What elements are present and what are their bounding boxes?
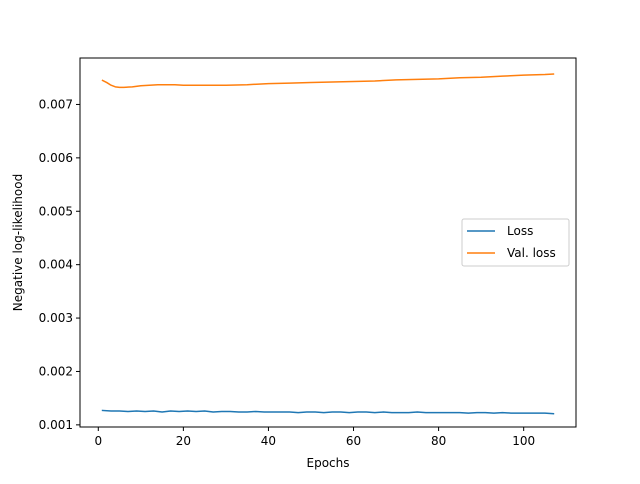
y-axis-ticks: 0.001 0.002 0.003 0.004 0.005 0.006 0.007 — [39, 97, 80, 432]
legend-label-loss: Loss — [507, 224, 533, 238]
y-tick-label: 0.005 — [39, 204, 73, 218]
series-line-loss — [101, 409, 555, 415]
series-layer — [101, 73, 555, 415]
y-axis-label: Negative log-likelihood — [11, 174, 25, 311]
y-tick-label: 0.003 — [39, 311, 73, 325]
legend: Loss Val. loss — [461, 218, 570, 267]
x-axis-ticks: 0 20 40 60 80 100 — [94, 427, 535, 448]
x-tick-label: 60 — [346, 434, 361, 448]
x-tick-label: 80 — [431, 434, 446, 448]
legend-label-val-loss: Val. loss — [507, 246, 556, 260]
x-tick-label: 20 — [176, 434, 191, 448]
x-tick-label: 40 — [261, 434, 276, 448]
x-tick-label: 0 — [94, 434, 102, 448]
y-tick-label: 0.002 — [39, 364, 73, 378]
x-tick-label: 100 — [512, 434, 535, 448]
y-tick-label: 0.004 — [39, 258, 73, 272]
series-line-val-loss — [101, 73, 555, 89]
y-tick-label: 0.007 — [39, 97, 73, 111]
axes-frame — [79, 57, 577, 428]
x-axis-label: Epochs — [307, 456, 350, 470]
y-tick-label: 0.001 — [39, 418, 73, 432]
y-tick-label: 0.006 — [39, 151, 73, 165]
